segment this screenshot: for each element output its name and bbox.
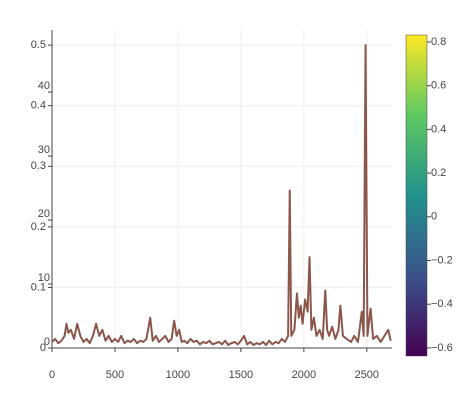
x-tick-label: 500 — [106, 369, 124, 381]
y-tick-label: 0.5 — [31, 39, 46, 51]
y2-tick-label: 10 — [38, 272, 50, 284]
colorbar-tick-label: 0.4 — [431, 123, 446, 135]
colorbar-tick-label: 0.8 — [431, 36, 446, 48]
colorbar — [405, 34, 428, 357]
x-tick-label: 1500 — [229, 369, 253, 381]
line — [51, 44, 392, 346]
y2-tick-label: 40 — [38, 80, 50, 92]
y-tick-label: 0.3 — [31, 160, 46, 172]
y-tick-label: 0.4 — [31, 100, 46, 112]
colorbar-tick-label: −0.2 — [431, 254, 453, 266]
x-tick-label: 2000 — [292, 369, 316, 381]
colorbar-tick-label: −0.4 — [431, 298, 453, 310]
y2-tick-label: 20 — [38, 208, 50, 220]
colorbar-tick-label: 0.6 — [431, 80, 446, 92]
x-tick-label: 2500 — [355, 369, 379, 381]
y2-tick-label: 0 — [44, 336, 50, 348]
y-tick-label: 0.1 — [31, 281, 46, 293]
y-tick-label: 0 — [40, 342, 46, 354]
y-tick-label: 0.2 — [31, 221, 46, 233]
colorbar-tick-label: −0.6 — [431, 342, 453, 354]
colorbar-tick-label: 0 — [431, 211, 437, 223]
x-tick-label: 0 — [49, 369, 55, 381]
colorbar-tick-label: 0.2 — [431, 167, 446, 179]
x-tick-label: 1000 — [166, 369, 190, 381]
y2-tick-label: 30 — [38, 144, 50, 156]
